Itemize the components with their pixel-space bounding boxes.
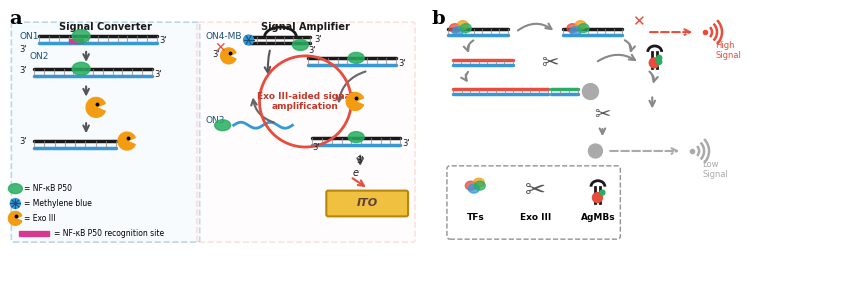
Text: ✕: ✕ — [215, 41, 227, 55]
Ellipse shape — [72, 62, 90, 75]
Text: b: b — [432, 10, 446, 28]
Text: 3': 3' — [159, 36, 167, 45]
FancyBboxPatch shape — [11, 22, 200, 242]
Circle shape — [10, 199, 20, 208]
Text: Exo III-aided signal: Exo III-aided signal — [257, 92, 354, 101]
Circle shape — [656, 59, 662, 64]
Text: 3': 3' — [398, 59, 406, 68]
Text: ✂: ✂ — [525, 179, 547, 203]
Text: TFs: TFs — [467, 213, 485, 222]
Text: 3': 3' — [119, 141, 127, 150]
Ellipse shape — [475, 181, 486, 190]
Circle shape — [649, 58, 659, 68]
Text: = NF-κB P50: = NF-κB P50 — [25, 184, 72, 193]
Circle shape — [589, 144, 602, 158]
Polygon shape — [118, 132, 135, 150]
Text: 3': 3' — [19, 45, 27, 54]
Circle shape — [592, 193, 602, 202]
Ellipse shape — [469, 184, 480, 193]
Ellipse shape — [578, 24, 589, 33]
Circle shape — [244, 35, 254, 45]
Text: ON1: ON1 — [19, 32, 39, 41]
Ellipse shape — [349, 132, 364, 143]
FancyBboxPatch shape — [197, 22, 415, 242]
Ellipse shape — [215, 120, 231, 131]
Text: 3': 3' — [212, 50, 220, 59]
Text: = Methylene blue: = Methylene blue — [25, 199, 92, 208]
Text: ON2: ON2 — [30, 52, 49, 61]
Text: 3': 3' — [309, 46, 316, 55]
Text: ITO: ITO — [356, 199, 378, 208]
Text: High
Signal: High Signal — [715, 41, 741, 60]
Text: amplification: amplification — [272, 102, 339, 111]
Text: Signal Amplifier: Signal Amplifier — [261, 22, 350, 32]
Text: AgMBs: AgMBs — [581, 213, 616, 222]
Text: a: a — [9, 10, 22, 28]
Text: Exo III: Exo III — [520, 213, 552, 222]
Ellipse shape — [72, 30, 90, 42]
Text: = Exo III: = Exo III — [25, 214, 56, 223]
Text: ON3: ON3 — [206, 116, 225, 125]
Text: 3': 3' — [19, 137, 27, 146]
Text: Signal Converter: Signal Converter — [58, 22, 151, 32]
Ellipse shape — [460, 24, 471, 33]
Bar — [69, 39, 83, 43]
Ellipse shape — [8, 184, 22, 193]
FancyBboxPatch shape — [447, 166, 620, 239]
FancyBboxPatch shape — [327, 191, 408, 216]
Text: ✂: ✂ — [541, 53, 558, 73]
Circle shape — [656, 55, 662, 60]
Text: 3': 3' — [315, 35, 322, 44]
Text: 3': 3' — [402, 139, 409, 148]
Ellipse shape — [449, 24, 460, 33]
Ellipse shape — [465, 181, 476, 190]
Ellipse shape — [570, 27, 581, 36]
Text: 3': 3' — [19, 66, 27, 75]
Text: 3': 3' — [356, 156, 364, 165]
Bar — [19, 231, 49, 236]
Ellipse shape — [567, 24, 578, 33]
Ellipse shape — [293, 39, 309, 51]
Text: 3': 3' — [312, 143, 320, 152]
Polygon shape — [8, 211, 22, 225]
Polygon shape — [221, 48, 236, 64]
Text: $e$: $e$ — [352, 168, 360, 178]
Ellipse shape — [458, 21, 469, 30]
Ellipse shape — [575, 21, 586, 30]
Polygon shape — [86, 97, 105, 117]
Ellipse shape — [453, 27, 464, 36]
Ellipse shape — [473, 178, 484, 187]
Text: ✂: ✂ — [594, 105, 611, 124]
Ellipse shape — [349, 52, 364, 63]
Text: Low
Signal: Low Signal — [702, 160, 728, 179]
Circle shape — [600, 190, 605, 195]
Circle shape — [583, 84, 598, 100]
Text: 3': 3' — [154, 70, 162, 79]
Text: ✕: ✕ — [632, 14, 645, 29]
Text: = NF-κB P50 recognition site: = NF-κB P50 recognition site — [54, 229, 164, 238]
Polygon shape — [346, 92, 364, 110]
Text: ON4-MB: ON4-MB — [206, 32, 242, 41]
